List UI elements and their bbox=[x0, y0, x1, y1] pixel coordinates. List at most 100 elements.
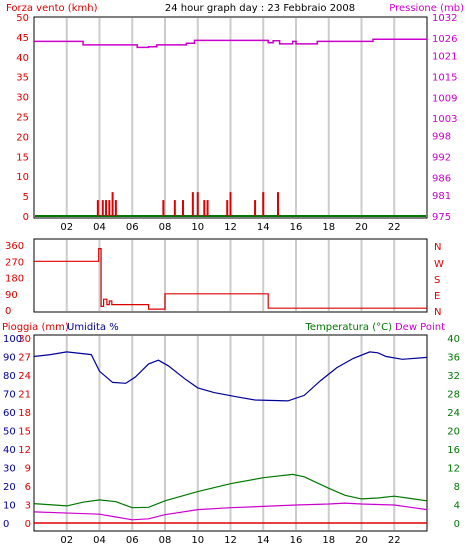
direction-label-w: W bbox=[434, 259, 444, 270]
wind-x-tick-label: 18 bbox=[322, 222, 335, 233]
wind-x-tick-label: 12 bbox=[224, 222, 237, 233]
wind-y-tick-label: 45 bbox=[16, 33, 29, 44]
dewpoint-line bbox=[33, 502, 428, 521]
direction-label-n-bottom: N bbox=[434, 307, 441, 318]
pressure-y-tick-label: 1015 bbox=[432, 72, 457, 83]
wind-x-tick-label: 10 bbox=[191, 222, 204, 233]
humidity-y-tick-label: 90 bbox=[3, 353, 16, 364]
wind-y-tick-label: 40 bbox=[16, 53, 29, 64]
temp-x-tick-label: 10 bbox=[191, 535, 204, 546]
rain-y-tick-label: 0 bbox=[25, 519, 31, 530]
wind-y-tick-label: 35 bbox=[16, 73, 29, 84]
pressure-y-tick-label: 1032 bbox=[432, 13, 457, 24]
rain-y-tick-label: 6 bbox=[25, 482, 31, 493]
direction-y-tick-label: 360 bbox=[5, 241, 24, 252]
rain-y-tick-label: 27 bbox=[18, 353, 31, 364]
humidity-y-tick-label: 20 bbox=[3, 482, 16, 493]
pressure-line bbox=[34, 38, 427, 49]
humidity-y-tick-label: 30 bbox=[3, 464, 16, 475]
humidity-y-tick-label: 40 bbox=[3, 445, 16, 456]
rain-axis-label: Pioggia (mm) bbox=[2, 322, 69, 333]
wind-y-tick-label: 30 bbox=[16, 93, 29, 104]
humidity-y-tick-label: 50 bbox=[3, 427, 16, 438]
temperature-y-tick-label: 36 bbox=[447, 353, 460, 364]
pressure-y-tick-label: 981 bbox=[432, 191, 451, 202]
chart-title: 24 hour graph day : 23 Febbraio 2008 bbox=[165, 3, 355, 14]
humidity-y-tick-label: 70 bbox=[3, 390, 16, 401]
humidity-y-tick-label: 80 bbox=[3, 371, 16, 382]
wind-direction-panel: 0 90 180 270 360 bbox=[5, 238, 428, 317]
wind-pressure-panel: 0510152025303540455097598198699299810031… bbox=[16, 13, 457, 233]
temp-x-tick-label: 16 bbox=[290, 535, 303, 546]
wind-y-tick-label: 20 bbox=[16, 132, 29, 143]
rain-y-tick-label: 9 bbox=[25, 464, 31, 475]
rain-y-tick-label: 15 bbox=[18, 427, 31, 438]
temp-x-tick-label: 20 bbox=[355, 535, 368, 546]
temperature-y-tick-label: 28 bbox=[447, 390, 460, 401]
temp-x-tick-label: 14 bbox=[257, 535, 270, 546]
direction-y-tick-label: 180 bbox=[5, 274, 24, 285]
humidity-y-tick-label: 60 bbox=[3, 408, 16, 419]
temperature-y-tick-label: 40 bbox=[447, 334, 460, 345]
wind-x-tick-label: 14 bbox=[257, 222, 270, 233]
rain-y-tick-label: 3 bbox=[25, 501, 31, 512]
temperature-y-tick-label: 16 bbox=[447, 445, 460, 456]
wind-axis-label: Forza vento (kmh) bbox=[6, 3, 98, 14]
pressure-y-tick-label: 1003 bbox=[432, 114, 457, 125]
direction-line bbox=[34, 248, 427, 310]
pressure-y-tick-label: 998 bbox=[432, 132, 451, 143]
temperature-humidity-panel: 0369121518212427300102030405060708090100… bbox=[3, 334, 460, 546]
direction-label-s: S bbox=[434, 275, 440, 286]
direction-label-e: E bbox=[434, 291, 440, 302]
wind-x-tick-label: 04 bbox=[93, 222, 106, 233]
temperature-axis-label: Temperatura (°C) bbox=[304, 322, 392, 333]
wind-x-tick-label: 16 bbox=[290, 222, 303, 233]
wind-x-tick-label: 20 bbox=[355, 222, 368, 233]
direction-y-tick-label: 0 bbox=[5, 306, 11, 317]
temperature-y-tick-label: 4 bbox=[454, 501, 460, 512]
wind-x-tick-label: 06 bbox=[126, 222, 139, 233]
direction-label-n-top: N bbox=[434, 242, 441, 253]
temperature-line bbox=[33, 473, 428, 509]
temperature-y-tick-label: 0 bbox=[454, 519, 460, 530]
rain-y-tick-label: 18 bbox=[18, 408, 31, 419]
humidity-y-tick-label: 0 bbox=[3, 519, 9, 530]
humidity-axis-label: Umidita % bbox=[67, 322, 119, 333]
rain-y-tick-label: 24 bbox=[18, 371, 31, 382]
wind-x-tick-label: 08 bbox=[159, 222, 172, 233]
pressure-axis-label: Pressione (mb) bbox=[389, 3, 464, 14]
dewpoint-axis-label: Dew Point bbox=[395, 322, 445, 333]
wind-y-tick-label: 15 bbox=[16, 152, 29, 163]
wind-x-tick-label: 22 bbox=[388, 222, 401, 233]
wind-y-tick-label: 0 bbox=[23, 212, 29, 223]
pressure-y-tick-label: 992 bbox=[432, 153, 451, 164]
temp-x-tick-label: 18 bbox=[322, 535, 335, 546]
direction-y-tick-label: 270 bbox=[5, 257, 24, 268]
wind-y-tick-label: 10 bbox=[16, 172, 29, 183]
temp-x-tick-label: 22 bbox=[388, 535, 401, 546]
pressure-y-tick-label: 1009 bbox=[432, 93, 457, 104]
temperature-y-tick-label: 32 bbox=[447, 371, 460, 382]
wind-y-tick-label: 50 bbox=[16, 13, 29, 24]
wind-x-tick-label: 02 bbox=[60, 222, 73, 233]
humidity-line bbox=[33, 351, 428, 402]
temp-x-tick-label: 12 bbox=[224, 535, 237, 546]
pressure-y-tick-label: 1026 bbox=[432, 34, 457, 45]
temperature-y-tick-label: 20 bbox=[447, 427, 460, 438]
direction-y-tick-label: 90 bbox=[5, 290, 18, 301]
humidity-y-tick-label: 10 bbox=[3, 501, 16, 512]
temperature-y-tick-label: 24 bbox=[447, 408, 460, 419]
temp-x-tick-label: 02 bbox=[60, 535, 73, 546]
humidity-y-tick-label: 100 bbox=[3, 334, 22, 345]
rain-y-tick-label: 12 bbox=[18, 445, 31, 456]
temperature-y-tick-label: 12 bbox=[447, 464, 460, 475]
temp-x-tick-label: 04 bbox=[93, 535, 106, 546]
pressure-y-tick-label: 986 bbox=[432, 174, 451, 185]
rain-y-tick-label: 21 bbox=[18, 390, 31, 401]
wind-y-tick-label: 25 bbox=[16, 113, 29, 124]
temperature-y-tick-label: 8 bbox=[454, 482, 460, 493]
pressure-y-tick-label: 1021 bbox=[432, 51, 457, 62]
rain-y-tick-label: 30 bbox=[18, 334, 31, 345]
wind-y-tick-label: 5 bbox=[23, 192, 29, 203]
